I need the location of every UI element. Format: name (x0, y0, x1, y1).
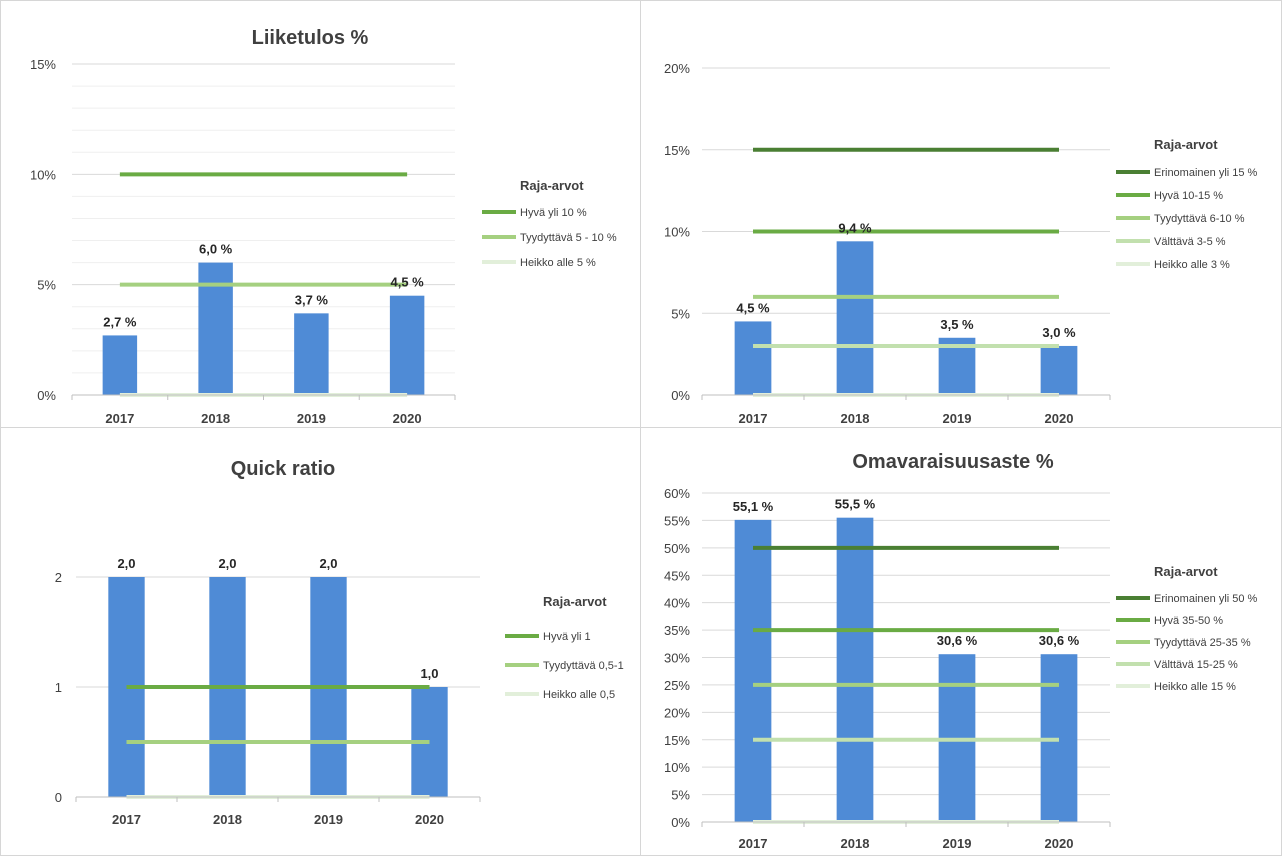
data-label: 55,5 % (835, 497, 876, 512)
x-tick-label: 2017 (105, 411, 134, 426)
y-tick-label: 2 (55, 570, 62, 585)
data-label: 55,1 % (733, 499, 774, 514)
x-tick-label: 2018 (841, 411, 870, 426)
legend-item-label: Erinomainen yli 15 % (1154, 167, 1258, 179)
y-tick-label: 0% (671, 388, 690, 403)
y-tick-label: 10% (30, 167, 56, 182)
legend-item-label: Heikko alle 0,5 (543, 689, 615, 701)
x-tick-label: 2019 (943, 411, 972, 426)
x-tick-label: 2019 (943, 836, 972, 851)
bar-2020 (1040, 345, 1078, 395)
y-tick-label: 15% (30, 57, 56, 72)
y-tick-label: 5% (671, 306, 690, 321)
chart-title: Liiketulos % (252, 27, 369, 49)
y-tick-label: 5% (671, 788, 690, 803)
bar-2018 (198, 262, 233, 395)
legend-item-label: Heikko alle 3 % (1154, 259, 1230, 271)
x-tick-label: 2018 (201, 411, 230, 426)
data-label: 9,4 % (838, 220, 872, 235)
data-label: 4,5 % (391, 275, 425, 290)
x-tick-label: 2020 (1045, 411, 1074, 426)
legend-item-label: Heikko alle 15 % (1154, 681, 1236, 693)
x-tick-label: 2017 (739, 411, 768, 426)
x-tick-label: 2020 (1045, 836, 1074, 851)
legend-item-label: Heikko alle 5 % (520, 257, 596, 269)
legend-item-label: Tyydyttävä 0,5-1 (543, 660, 624, 672)
y-tick-label: 15% (664, 143, 690, 158)
y-tick-label: 20% (664, 705, 690, 720)
bar-2018 (836, 517, 874, 822)
data-label: 3,5 % (940, 317, 974, 332)
legend-item-label: Tyydyttävä 25-35 % (1154, 637, 1251, 649)
y-tick-label: 10% (664, 225, 690, 240)
data-label: 30,6 % (937, 633, 978, 648)
chart-title: Quick ratio (231, 458, 335, 480)
legend-item-label: Välttävä 15-25 % (1154, 659, 1238, 671)
data-label: 2,0 (319, 556, 337, 571)
legend-item-label: Hyvä yli 10 % (520, 207, 587, 219)
legend-item-label: Tyydyttävä 6-10 % (1154, 213, 1245, 225)
legend-item-label: Hyvä 10-15 % (1154, 190, 1223, 202)
x-tick-label: 2019 (314, 812, 343, 827)
y-tick-label: 40% (664, 596, 690, 611)
y-tick-label: 1 (55, 680, 62, 695)
data-label: 4,5 % (736, 300, 770, 315)
data-label: 3,0 % (1042, 325, 1076, 340)
legend-title: Raja-arvot (543, 594, 607, 609)
x-tick-label: 2020 (415, 812, 444, 827)
x-tick-label: 2017 (112, 812, 141, 827)
y-tick-label: 0% (671, 815, 690, 830)
chart-liiketulos: Liiketulos % 0% 5% 10% 15% 2,7 % 2017 6,0 % 2018… (30, 27, 617, 426)
y-tick-label: 15% (664, 733, 690, 748)
bar-2017 (734, 519, 772, 822)
legend-item-label: Erinomainen yli 50 % (1154, 593, 1258, 605)
legend-item-label: Hyvä 35-50 % (1154, 615, 1223, 627)
y-tick-label: 35% (664, 623, 690, 638)
data-label: 2,0 (117, 556, 135, 571)
legend-title: Raja-arvot (520, 178, 584, 193)
bar-2017 (102, 335, 138, 395)
data-label: 2,7 % (103, 314, 137, 329)
y-tick-label: 45% (664, 568, 690, 583)
data-label: 6,0 % (199, 242, 233, 257)
y-tick-label: 60% (664, 486, 690, 501)
bar-2017 (734, 321, 772, 395)
y-tick-label: 5% (37, 278, 56, 293)
data-label: 1,0 (420, 666, 438, 681)
legend-title: Raja-arvot (1154, 137, 1218, 152)
legend-item-label: Hyvä yli 1 (543, 631, 591, 643)
x-tick-label: 2020 (393, 411, 422, 426)
y-tick-label: 20% (664, 61, 690, 76)
x-tick-label: 2019 (297, 411, 326, 426)
y-tick-label: 25% (664, 678, 690, 693)
data-label: 3,7 % (295, 292, 329, 307)
chart-sijoitetun-paaoman-tuotto: Sijoitetun pääoman tuotto %0%5%10%15%20%… (664, 61, 1258, 426)
legend-item-label: Välttävä 3-5 % (1154, 236, 1226, 248)
y-tick-label: 50% (664, 541, 690, 556)
bar-2018 (836, 241, 874, 395)
chart-title: Omavaraisuusaste % (852, 451, 1053, 473)
x-tick-label: 2018 (841, 836, 870, 851)
chart-quick-ratio: Quick ratio 0 1 2 2,0 2017 2,0 2018 2,0 2019 1,0 20… (55, 458, 624, 827)
y-tick-label: 0% (37, 388, 56, 403)
y-tick-label: 0 (55, 790, 62, 805)
data-label: 2,0 (218, 556, 236, 571)
data-label: 30,6 % (1039, 633, 1080, 648)
bar-2020 (389, 295, 425, 395)
y-tick-label: 30% (664, 651, 690, 666)
bar-2019 (294, 313, 329, 395)
legend-title: Raja-arvot (1154, 564, 1218, 579)
x-tick-label: 2018 (213, 812, 242, 827)
chart-omavaraisuusaste: Omavaraisuusaste % 0% 5% 10% 15% 20% 25% 30% 35%… (664, 451, 1258, 851)
x-tick-label: 2017 (739, 836, 768, 851)
y-tick-label: 55% (664, 513, 690, 528)
y-tick-label: 10% (664, 760, 690, 775)
legend-item-label: Tyydyttävä 5 - 10 % (520, 232, 617, 244)
